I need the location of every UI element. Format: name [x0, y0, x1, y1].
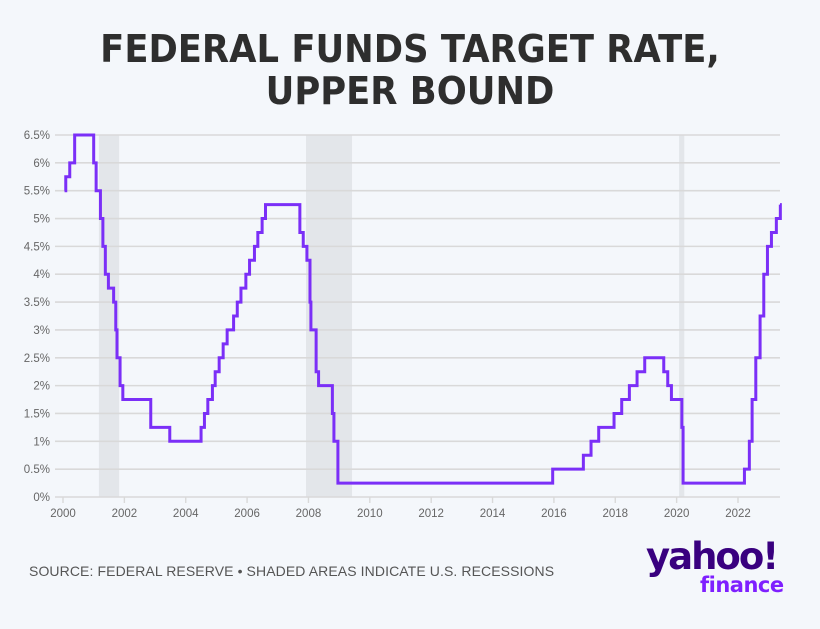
series-layer [64, 133, 782, 485]
x-tick-label: 2018 [602, 508, 628, 520]
chart-title: FEDERAL FUNDS TARGET RATE, UPPER BOUND [29, 28, 792, 112]
y-tick-label: 1% [33, 436, 50, 448]
x-tick-label: 2002 [112, 508, 138, 520]
x-tick-label: 2010 [357, 508, 383, 520]
x-tick-label: 2020 [664, 508, 690, 520]
y-tick-label: 5.5% [24, 186, 50, 198]
gridlines [55, 134, 780, 498]
y-tick-label: 6% [33, 158, 50, 170]
chart-title-line-2: UPPER BOUND [265, 69, 555, 113]
yahoo-finance-logo: yahoo! finance [646, 537, 796, 607]
x-tick-label: 2022 [725, 508, 751, 520]
rate-series-line [64, 133, 782, 485]
x-tick-label: 2016 [541, 508, 567, 520]
y-tick-label: 4.5% [24, 241, 50, 253]
chart-title-line-1: FEDERAL FUNDS TARGET RATE, [100, 27, 720, 71]
y-tick-label: 0.5% [24, 464, 50, 476]
x-tick-label: 2014 [480, 508, 506, 520]
x-tick-label: 2006 [234, 508, 260, 520]
y-tick-label: 3.5% [24, 297, 50, 309]
y-tick-label: 5% [33, 214, 50, 226]
y-tick-label: 6.5% [24, 130, 50, 142]
recession-band-3 [679, 135, 685, 497]
y-tick-label: 1.5% [24, 408, 50, 420]
x-tick-label: 2012 [418, 508, 444, 520]
y-tick-label: 0% [33, 492, 50, 504]
y-tick-label: 3% [33, 325, 50, 337]
y-tick-label: 2% [33, 381, 50, 393]
y-tick-label: 2.5% [24, 353, 50, 365]
x-tick-label: 2008 [296, 508, 322, 520]
logo-yahoo-text: yahoo! [646, 535, 779, 578]
recession-band-2 [306, 135, 353, 497]
x-tick-label: 2004 [173, 508, 199, 520]
logo-finance-text: finance [700, 573, 784, 597]
y-tick-label: 4% [33, 269, 50, 281]
x-axis: 2000 2002 2004 2006 2008 2010 2012 2014 2016 2018… [50, 497, 751, 520]
x-tick-label: 2000 [50, 508, 76, 520]
y-axis: 0% 0.5% 1% 1.5% 2% 2.5% 3% 3.5% 4% 4.5% 5% 5.5% 6% 6.… [24, 130, 50, 504]
source-note: SOURCE: FEDERAL RESERVE • SHADED AREAS I… [29, 563, 555, 579]
